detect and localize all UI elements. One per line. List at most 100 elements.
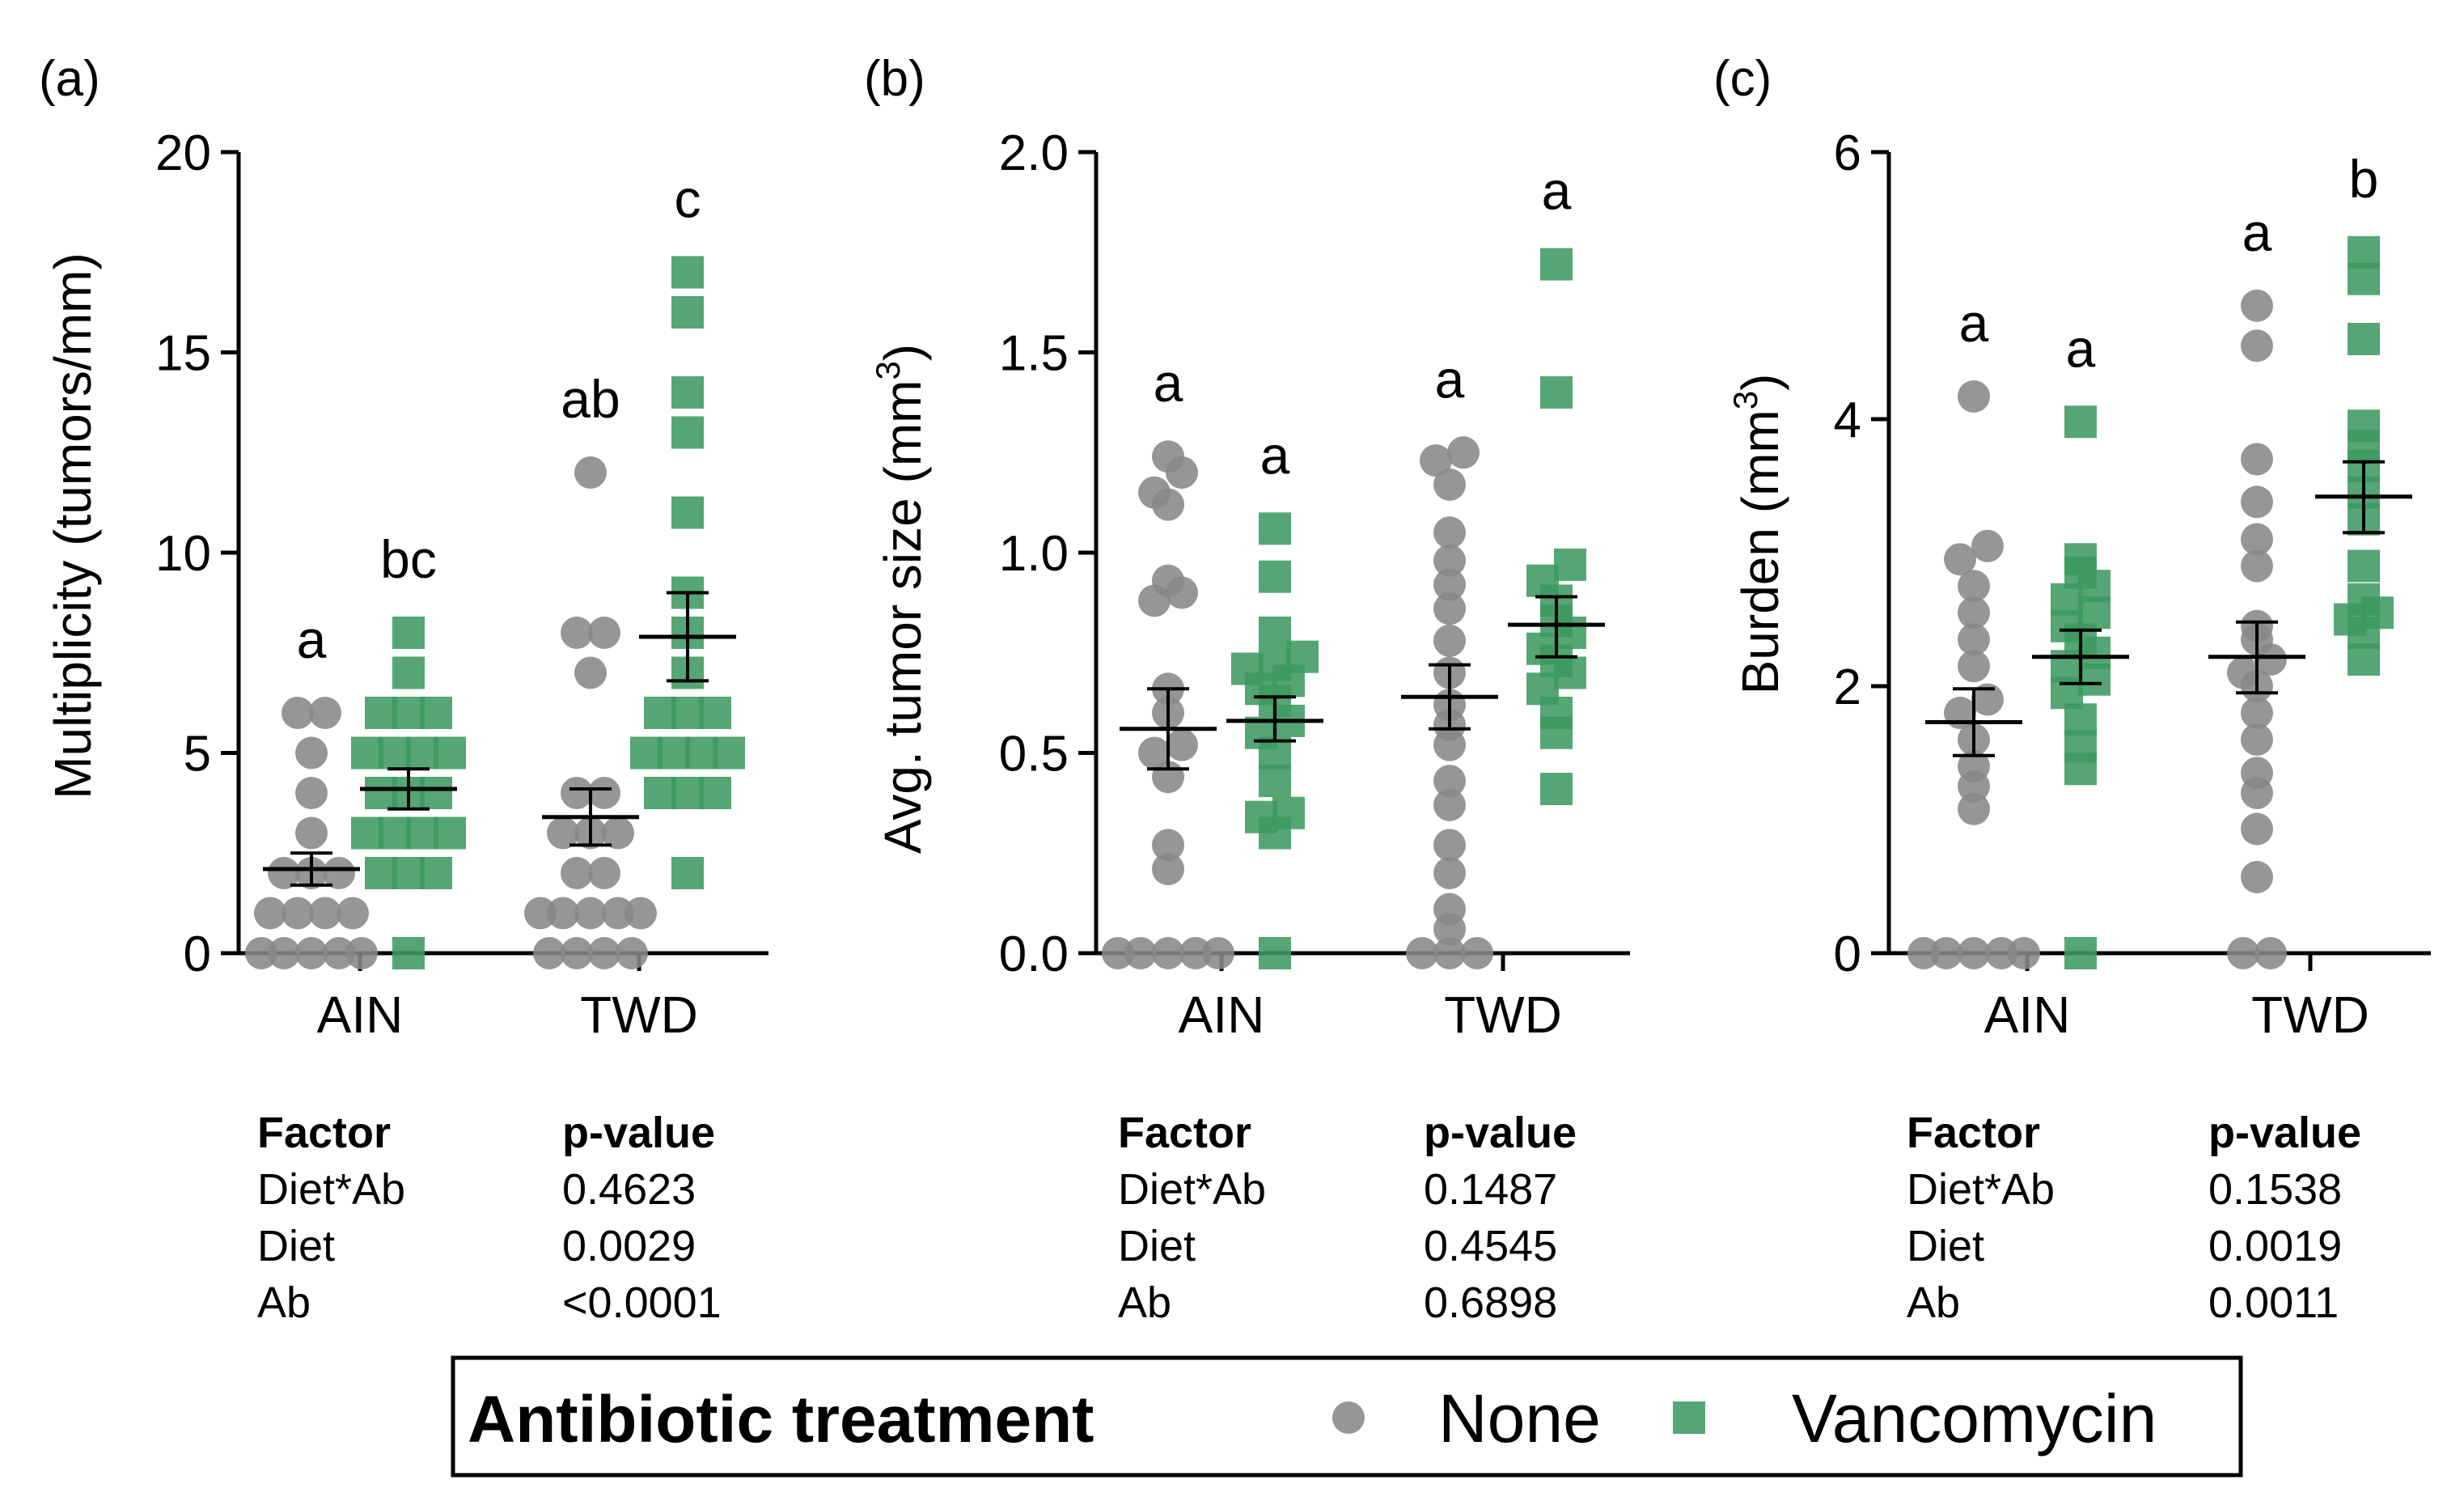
significance-letter: a [1435, 349, 1465, 409]
stats-factor: Ab [1907, 1278, 1960, 1327]
data-point-none [2241, 523, 2273, 556]
data-point-vancomycin [713, 736, 745, 770]
significance-letter: a [1154, 353, 1183, 413]
stats-factor: Diet [257, 1222, 335, 1270]
x-tick-label: TWD [2251, 986, 2369, 1044]
panel-label: (b) [864, 51, 925, 107]
y-tick-label: 15 [155, 326, 211, 382]
data-point-vancomycin [2064, 405, 2097, 439]
stats-pvalue: <0.0001 [562, 1278, 722, 1327]
data-point-vancomycin [671, 857, 704, 889]
data-point-none [2241, 329, 2273, 363]
data-point-vancomycin [1286, 640, 1319, 673]
plot-area: 0 2 4 6 AIN TWD a a a b [1834, 125, 2431, 1044]
data-point-none [268, 857, 300, 889]
significance-letter: b [2349, 149, 2379, 209]
stats-pvalue: 0.0011 [2208, 1278, 2339, 1327]
data-point-vancomycin [434, 816, 466, 850]
stats-pvalue: 0.1487 [1424, 1165, 1557, 1214]
significance-letter: a [297, 609, 327, 669]
y-tick-label: 0 [184, 926, 211, 982]
data-point-none [1152, 829, 1184, 862]
plot-area: 0 5 10 15 20 AIN TWD a ab bc c [155, 125, 768, 1044]
data-point-vancomycin [420, 777, 452, 809]
data-point-none [2254, 937, 2287, 969]
y-tick-label: 0.5 [999, 727, 1069, 782]
x-tick-label: TWD [1444, 986, 1562, 1044]
data-point-none [309, 697, 341, 729]
y-tick-label: 4 [1834, 392, 1861, 448]
significance-letter: a [1260, 425, 1290, 485]
data-point-none [323, 937, 355, 969]
data-point-none [1433, 788, 1466, 821]
y-axis-title-text: Burden (mm [1731, 409, 1789, 694]
data-point-none [1930, 937, 1962, 969]
y-tick-label: 10 [155, 526, 211, 582]
stats-factor: Diet [1907, 1222, 1984, 1270]
data-point-none [1152, 564, 1184, 597]
data-point-none [1102, 937, 1134, 969]
data-point-none [2008, 937, 2040, 969]
data-point-none [1433, 765, 1466, 798]
data-point-none [1152, 937, 1184, 969]
data-point-vancomycin [434, 736, 466, 770]
y-tick-label: 2 [1834, 659, 1861, 715]
plot-area: 0.0 0.5 1.0 1.5 2.0 AIN TWD a a a a [999, 125, 1630, 1044]
data-point-none [524, 897, 557, 930]
data-point-vancomycin [1526, 672, 1559, 706]
stats-table: Factor p-value Diet*Ab 0.1487 Diet 0.454… [1118, 1109, 1577, 1327]
data-point-vancomycin [1526, 564, 1559, 597]
data-point-vancomycin [392, 697, 425, 729]
data-point-none [1958, 596, 1990, 630]
y-tick-label: 0 [1834, 926, 1861, 982]
data-point-vancomycin [671, 416, 704, 449]
data-point-none [1958, 379, 1990, 413]
legend-marker-none [1332, 1401, 1365, 1434]
y-tick-label: 6 [1834, 125, 1861, 181]
data-point-none [1420, 444, 1452, 477]
data-point-vancomycin [1272, 796, 1305, 829]
data-point-none [254, 897, 286, 930]
data-point-vancomycin [1259, 765, 1291, 798]
stats-pvalue: 0.6898 [1424, 1278, 1557, 1327]
panel-label: (a) [39, 51, 100, 107]
data-point-vancomycin [2348, 549, 2380, 583]
y-tick-label: 20 [155, 125, 211, 181]
data-point-none [295, 816, 328, 850]
data-point-none [1958, 792, 1990, 825]
data-point-none [574, 456, 607, 489]
y-axis-title-text: Multiplicity (tumors/mm) [44, 252, 102, 799]
y-tick-label: 5 [184, 727, 211, 782]
data-point-vancomycin [1231, 652, 1264, 685]
data-point-none [602, 897, 634, 930]
data-point-none [602, 816, 634, 850]
data-point-none [561, 617, 593, 649]
data-point-none [2241, 485, 2273, 519]
data-point-vancomycin [699, 777, 731, 809]
data-point-none [1166, 728, 1198, 761]
data-point-none [2241, 549, 2273, 583]
data-point-vancomycin [379, 816, 411, 850]
data-point-none [245, 937, 277, 969]
data-point-none [1433, 544, 1466, 577]
data-point-vancomycin [1540, 248, 1573, 281]
data-point-vancomycin [1526, 632, 1559, 665]
stats-factor: Ab [257, 1278, 311, 1327]
y-tick-label: 1.0 [999, 526, 1069, 582]
y-axis-title: Burden (mm3) [1726, 374, 1789, 695]
data-point-vancomycin [2348, 323, 2380, 355]
data-point-none [1433, 857, 1466, 889]
significance-letter: a [1959, 293, 1989, 353]
data-point-vancomycin [406, 736, 438, 770]
svg-text:Avg. tumor size (mm3): Avg. tumor size (mm3) [869, 344, 932, 854]
data-point-none [1971, 529, 2004, 562]
data-point-none [1985, 937, 2017, 969]
stats-pvalue: 0.0019 [2208, 1222, 2342, 1270]
y-axis-title: Multiplicity (tumors/mm) [44, 252, 102, 799]
data-point-vancomycin [671, 256, 704, 289]
data-point-none [1958, 570, 1990, 603]
data-point-vancomycin [1245, 800, 1277, 833]
stats-header-pvalue: p-value [1424, 1109, 1577, 1157]
data-point-none [1433, 568, 1466, 601]
data-point-vancomycin [630, 736, 663, 770]
